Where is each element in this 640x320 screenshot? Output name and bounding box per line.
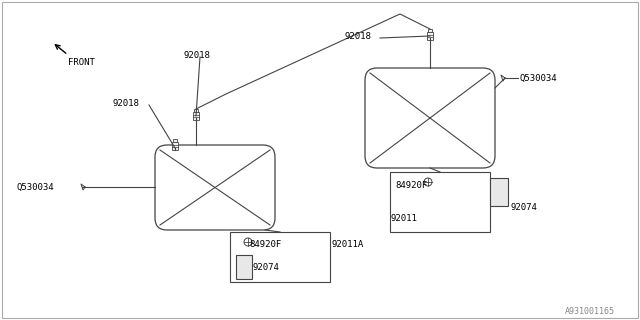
Bar: [428, 29, 432, 32]
Text: 92018: 92018: [344, 31, 371, 41]
Text: 84920F: 84920F: [395, 180, 428, 189]
Text: Q530034: Q530034: [16, 182, 54, 191]
Bar: [230, 232, 330, 282]
Text: 92018: 92018: [183, 51, 210, 60]
Bar: [390, 172, 490, 232]
Bar: [427, 32, 433, 40]
Bar: [193, 112, 199, 120]
Bar: [173, 139, 177, 142]
Bar: [236, 255, 252, 279]
Bar: [490, 178, 508, 206]
Text: A931001165: A931001165: [565, 308, 615, 316]
Text: 92074: 92074: [252, 262, 279, 271]
Text: 92011: 92011: [390, 213, 417, 222]
Text: 92011A: 92011A: [331, 239, 364, 249]
Bar: [194, 109, 198, 112]
Text: Q530034: Q530034: [519, 74, 557, 83]
Text: 84920F: 84920F: [249, 239, 281, 249]
Bar: [172, 142, 178, 150]
Text: FRONT: FRONT: [68, 58, 95, 67]
Text: 92018: 92018: [112, 99, 139, 108]
Text: 92074: 92074: [510, 203, 537, 212]
